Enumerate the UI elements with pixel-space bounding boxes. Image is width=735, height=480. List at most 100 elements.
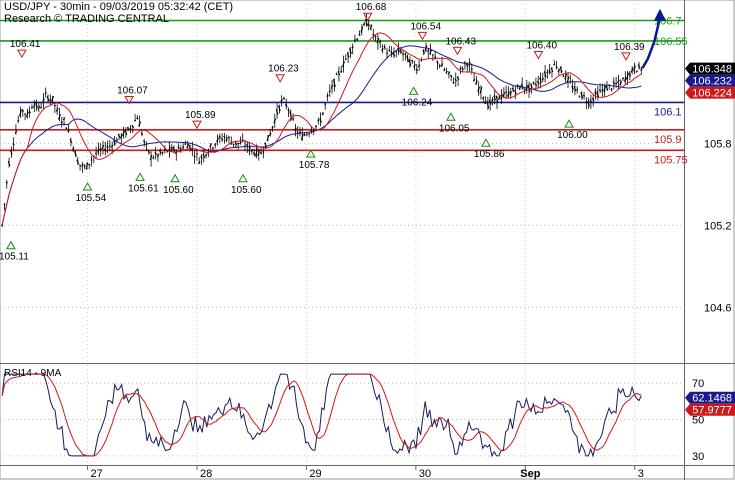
candle-body	[140, 132, 144, 136]
candle-body	[275, 109, 279, 115]
candle-body	[408, 59, 412, 67]
candle-body	[88, 163, 91, 166]
candle-body	[413, 64, 416, 68]
candle-body	[250, 148, 254, 152]
candle-body	[456, 76, 460, 81]
candle-body	[110, 144, 114, 148]
candle-body	[344, 58, 347, 61]
candle-body	[582, 94, 586, 97]
candle-body	[227, 136, 231, 139]
swing-high-label: 106.54	[410, 21, 441, 32]
candle-body	[332, 79, 336, 88]
candle-body	[372, 33, 375, 36]
candle-body	[218, 135, 222, 139]
candle-body	[83, 165, 86, 167]
candle-body	[19, 109, 22, 117]
candle-body	[21, 109, 25, 113]
candle-body	[117, 133, 121, 138]
rsi-title: RSI14 - 9MA	[4, 368, 62, 379]
candle-body	[445, 70, 448, 74]
price-tick-label: 105.8	[704, 138, 732, 150]
candle-body	[486, 101, 490, 109]
swing-high-marker	[275, 74, 286, 83]
candle-body	[436, 60, 439, 65]
candle-body	[493, 95, 497, 101]
candle-body	[248, 146, 251, 152]
candle-body	[138, 121, 142, 127]
candle-body	[589, 99, 593, 104]
price-tick-label: 104.6	[704, 302, 732, 314]
candle-body	[305, 133, 308, 136]
candle-body	[630, 67, 634, 73]
candle-body	[115, 139, 119, 143]
level-label: 105.75	[654, 154, 688, 166]
swing-low-marker	[238, 173, 248, 183]
candle-body	[32, 104, 36, 108]
candle-body	[223, 135, 226, 139]
candle-body	[172, 146, 176, 152]
swing-low-label: 105.60	[163, 185, 194, 196]
swing-high-marker	[362, 12, 373, 22]
candle-body	[237, 142, 240, 145]
candle-body	[548, 69, 552, 74]
rsi-line	[1, 373, 642, 458]
candle-body	[417, 64, 421, 68]
candle-body	[42, 98, 45, 104]
candle-body	[529, 83, 533, 89]
candle-body	[291, 117, 295, 121]
candle-body	[415, 68, 419, 72]
moving-average-slow	[1, 45, 642, 226]
candle-body	[51, 95, 54, 102]
candle-body	[122, 130, 125, 136]
swing-high-label: 106.41	[10, 39, 41, 50]
candle-body	[376, 37, 380, 44]
candle-body	[5, 181, 8, 184]
candle-body	[220, 138, 224, 141]
candle-body	[534, 83, 538, 87]
candle-body	[536, 80, 540, 85]
forecast-arrow	[641, 17, 662, 69]
candle-body	[553, 63, 556, 66]
candle-body	[85, 162, 89, 170]
candle-body	[170, 147, 174, 151]
candle-body	[385, 52, 389, 55]
candle-body	[300, 133, 304, 141]
candle-body	[44, 92, 47, 94]
candle-body	[497, 95, 501, 100]
candle-body	[225, 137, 229, 142]
rsi-badge	[685, 403, 735, 416]
candle-body	[406, 55, 410, 63]
swing-low-marker	[481, 138, 491, 147]
candle-body	[571, 85, 574, 90]
swing-low-label: 106.05	[439, 123, 470, 134]
candle-body	[133, 119, 137, 122]
candle-body	[74, 151, 77, 157]
swing-low-label: 105.54	[76, 193, 107, 204]
candle-body	[640, 68, 643, 71]
candle-body	[378, 40, 382, 44]
candle-body	[119, 134, 123, 139]
candle-body	[273, 118, 277, 124]
candle-body	[268, 132, 272, 137]
candle-body	[637, 64, 641, 69]
candle-body	[603, 85, 607, 93]
candle-body	[358, 34, 361, 37]
candle-body	[67, 129, 70, 133]
candle-body	[177, 146, 180, 149]
candle-body	[502, 92, 506, 97]
candle-body	[58, 113, 61, 120]
candle-body	[259, 151, 263, 155]
candle-body	[211, 147, 214, 149]
swing-low-label: 105.11	[0, 252, 29, 263]
candle-body	[271, 126, 274, 129]
candle-body	[62, 117, 66, 121]
candle-body	[113, 140, 116, 145]
candle-body	[610, 88, 613, 91]
candle-body	[605, 85, 609, 91]
candle-body	[438, 64, 441, 67]
candle-body	[152, 157, 155, 159]
swing-high-label: 106.23	[268, 64, 299, 75]
swing-low-label: 105.60	[231, 185, 262, 196]
candle-body	[482, 96, 485, 100]
candle-body	[232, 143, 235, 146]
